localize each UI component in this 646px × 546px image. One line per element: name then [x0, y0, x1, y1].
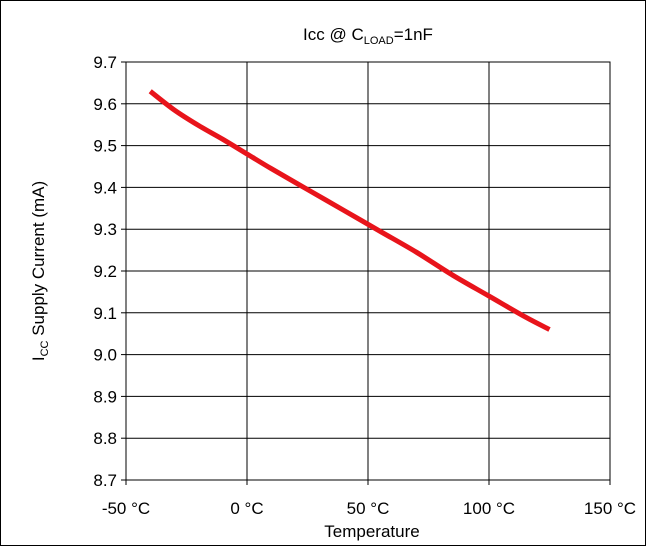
y-tick-label: 9.6: [93, 95, 117, 114]
y-tick-label: 9.1: [93, 304, 117, 323]
y-tick-label: 8.9: [93, 387, 117, 406]
y-axis: 8.7 8.8 8.9 9.0 9.1 9.2 9.3 9.4 9.5 9.6 9.7: [93, 53, 126, 490]
y-axis-label: ICC Supply Current (mA): [29, 181, 51, 361]
chart-title-subscript: LOAD: [364, 35, 394, 47]
chart-title-main: Icc @ C: [303, 25, 364, 44]
y-tick-label: 9.7: [93, 53, 117, 72]
series-line: [148, 89, 551, 332]
x-tick-label: 100 °C: [463, 499, 515, 518]
y-tick-label: 8.7: [93, 471, 117, 490]
x-tick-label: 50 °C: [347, 499, 390, 518]
x-tick-label: 0 °C: [230, 499, 263, 518]
y-axis-label-main: I: [29, 356, 48, 361]
x-axis-label: Temperature: [324, 522, 419, 541]
y-tick-label: 9.2: [93, 262, 117, 281]
x-tick-label: -50 °C: [102, 499, 150, 518]
y-tick-label: 9.4: [93, 178, 117, 197]
x-axis: -50 °C 0 °C 50 °C 100 °C 150 °C: [102, 480, 636, 518]
y-tick-label: 9.3: [93, 220, 117, 239]
chart-title-tail: =1nF: [394, 25, 433, 44]
y-axis-label-subscript: CC: [39, 340, 51, 356]
chart-title: Icc @ CLOAD=1nF: [303, 25, 433, 47]
grid: [125, 61, 611, 481]
x-tick-label: 150 °C: [584, 499, 636, 518]
series-group: [148, 89, 551, 332]
y-axis-label-tail: Supply Current (mA): [29, 181, 48, 341]
y-tick-label: 8.8: [93, 429, 117, 448]
y-tick-label: 9.5: [93, 137, 117, 156]
y-tick-label: 9.0: [93, 346, 117, 365]
